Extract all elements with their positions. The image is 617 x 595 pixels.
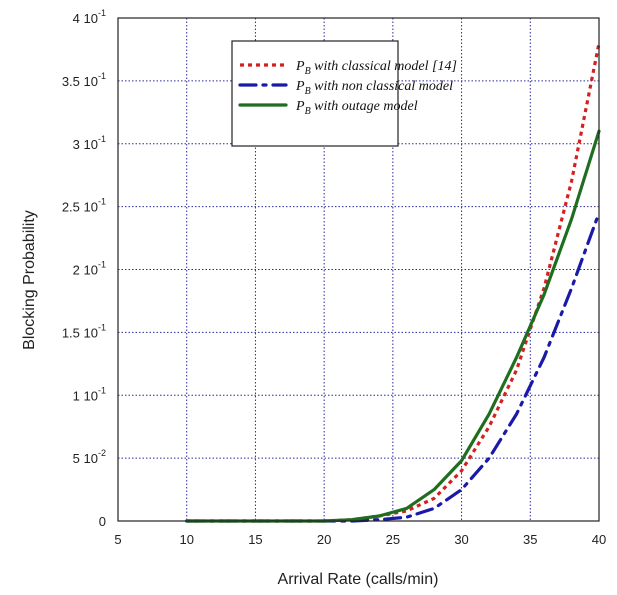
legend-box: [231, 40, 399, 147]
x-tick-label: 40: [592, 532, 606, 547]
y-tick-label: 0: [99, 514, 106, 529]
legend-label: PB with outage model: [295, 99, 418, 117]
y-tick-label: 2.5 10-1: [62, 197, 106, 215]
y-tick-mantissa: 4 10: [73, 11, 98, 26]
y-tick-label: 1 10-1: [73, 385, 106, 403]
x-axis-label: Arrival Rate (calls/min): [278, 571, 439, 588]
legend-label-text: with non classical model: [311, 79, 453, 94]
y-tick-exponent: -1: [98, 8, 106, 18]
y-tick-exponent: -1: [98, 71, 106, 81]
y-tick-mantissa: 1 10: [73, 388, 98, 403]
x-tick-label: 5: [114, 532, 121, 547]
plot-frame: [117, 17, 600, 522]
y-tick-exponent: -1: [98, 260, 106, 270]
y-tick-label: 3.5 10-1: [62, 71, 106, 89]
legend-label-base: P: [295, 59, 305, 74]
legend-label-subscript: B: [305, 66, 311, 77]
y-tick-label: 3 10-1: [73, 134, 106, 152]
y-tick-mantissa: 1.5 10: [62, 325, 98, 340]
x-tick-label: 25: [386, 532, 400, 547]
legend-label-subscript: B: [305, 86, 311, 97]
y-tick-mantissa: 3 10: [73, 137, 98, 152]
y-tick-mantissa: 3.5 10: [62, 74, 98, 89]
x-tick-labels: 5 10 15 20 25 30 35 40: [114, 532, 606, 547]
y-tick-mantissa: 2.5 10: [62, 200, 98, 215]
legend-label: PB with classical model [14]: [295, 59, 457, 77]
y-tick-labels: 05 10-21 10-11.5 10-12 10-12.5 10-13 10-…: [62, 8, 106, 529]
legend-label-subscript: B: [305, 106, 311, 117]
y-axis-label: Blocking Probability: [21, 210, 38, 350]
y-tick-exponent: -1: [98, 322, 106, 332]
y-tick-label: 4 10-1: [73, 8, 106, 26]
y-tick-exponent: -1: [98, 385, 106, 395]
legend-label-text: with classical model [14]: [311, 59, 457, 74]
y-tick-mantissa: 0: [99, 514, 106, 529]
legend-label-text: with outage model: [311, 99, 418, 114]
y-tick-label: 5 10-2: [73, 448, 106, 466]
y-tick-exponent: -1: [98, 197, 106, 207]
x-tick-label: 15: [248, 532, 262, 547]
legend-label-base: P: [295, 99, 305, 114]
y-tick-mantissa: 5 10: [73, 451, 98, 466]
x-tick-label: 20: [317, 532, 331, 547]
x-tick-label: 10: [179, 532, 193, 547]
x-tick-label: 30: [454, 532, 468, 547]
y-tick-exponent: -1: [98, 134, 106, 144]
y-tick-exponent: -2: [98, 448, 106, 458]
x-tick-label: 35: [523, 532, 537, 547]
legend-label-base: P: [295, 79, 305, 94]
legend-label: PB with non classical model: [295, 79, 453, 97]
legend: PB with classical model [14]PB with non …: [231, 40, 457, 147]
y-tick-mantissa: 2 10: [73, 263, 98, 278]
y-tick-label: 1.5 10-1: [62, 322, 106, 340]
y-tick-label: 2 10-1: [73, 260, 106, 278]
